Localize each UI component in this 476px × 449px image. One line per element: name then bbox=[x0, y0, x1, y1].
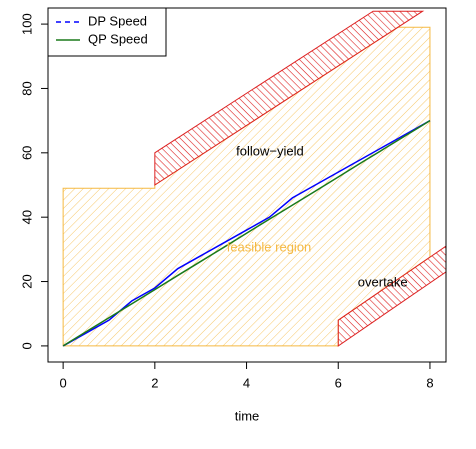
y-tick-label: 0 bbox=[19, 342, 34, 349]
region-label: overtake bbox=[358, 274, 408, 289]
legend-label: DP Speed bbox=[88, 13, 147, 28]
legend-label: QP Speed bbox=[88, 31, 148, 46]
series-line bbox=[62, 119, 431, 347]
x-tick-label: 6 bbox=[335, 375, 342, 390]
y-tick-label: 100 bbox=[19, 13, 34, 35]
region-label: feasible region bbox=[227, 240, 312, 255]
x-axis-label: time bbox=[235, 408, 260, 423]
y-tick-label: 40 bbox=[19, 210, 34, 224]
x-tick-label: 2 bbox=[151, 375, 158, 390]
y-tick-label: 80 bbox=[19, 81, 34, 95]
region bbox=[337, 245, 446, 347]
x-tick-label: 4 bbox=[243, 375, 250, 390]
x-tick-label: 8 bbox=[426, 375, 433, 390]
legend-box bbox=[47, 7, 167, 57]
series-line bbox=[62, 119, 431, 347]
region-label: follow−yield bbox=[236, 144, 304, 159]
x-tick-label: 0 bbox=[60, 375, 67, 390]
region bbox=[154, 10, 425, 186]
y-tick-label: 20 bbox=[19, 274, 34, 288]
y-tick-label: 60 bbox=[19, 146, 34, 160]
